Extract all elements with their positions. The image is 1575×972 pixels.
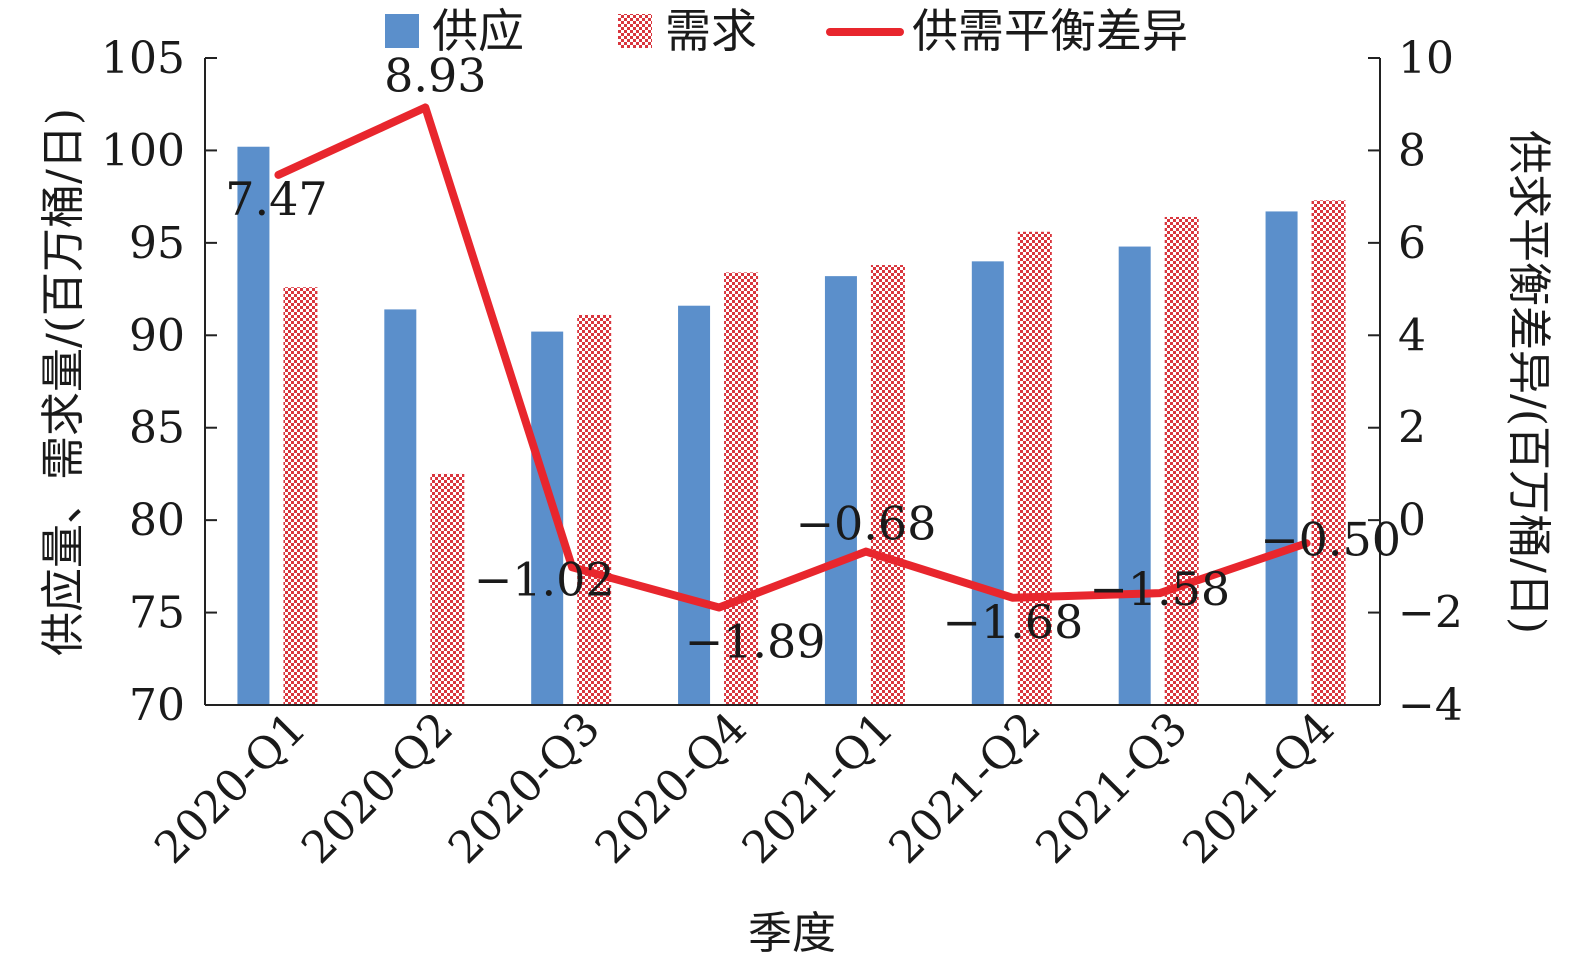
data-label-balance-2021-Q1: −0.68 [795,497,936,551]
data-label-balance-2021-Q3: −1.58 [1089,562,1230,616]
data-label-balance-2020-Q1: 7.47 [225,172,327,226]
bar-demand-2020-Q1 [283,287,318,705]
y-axis-left-title: 供应量、需求量/(百万桶/日) [38,108,89,656]
x-tick-label-2021-Q1: 2021-Q1 [733,703,904,874]
bar-supply-2021-Q3 [1118,246,1151,705]
bar-supply-2021-Q4 [1265,211,1298,705]
bar-demand-2020-Q4 [724,272,759,705]
y-tick-label-left-105: 105 [101,33,185,84]
y-tick-label-left-95: 95 [129,218,185,269]
bar-supply-2020-Q1 [237,146,270,705]
y-tick-label-left-85: 85 [129,403,185,454]
y-tick-label-left-70: 70 [129,680,185,731]
y-tick-label-right-10: 10 [1398,33,1454,84]
data-label-balance-2020-Q4: −1.89 [685,614,826,668]
x-tick-label-2020-Q2: 2020-Q2 [292,703,463,874]
y-tick-label-right-4: 4 [1398,310,1426,361]
balance-line [274,103,1311,612]
y-tick-label-right-8: 8 [1398,125,1426,176]
bars-layer [237,146,1346,705]
x-tick-label-2021-Q4: 2021-Q4 [1173,703,1344,874]
bar-demand-2020-Q2 [430,473,465,705]
bar-demand-2021-Q3 [1164,216,1199,705]
bar-demand-2021-Q2 [1017,231,1052,705]
x-tick-label-2021-Q3: 2021-Q3 [1026,703,1197,874]
balance-line-layer [274,103,1311,612]
data-label-balance-2021-Q2: −1.68 [942,595,1083,649]
y-tick-label-right--2: −2 [1398,588,1463,639]
y-tick-label-right-2: 2 [1398,403,1426,454]
legend-swatch-demand [618,14,652,48]
legend-label-balance: 供需平衡差异 [912,4,1188,58]
y-tick-label-left-90: 90 [129,310,185,361]
data-label-balance-2020-Q2: 8.93 [384,48,486,102]
y-tick-label-right-6: 6 [1398,218,1426,269]
bar-demand-2021-Q1 [870,265,905,705]
x-tick-label-2021-Q2: 2021-Q2 [880,703,1051,874]
y-tick-label-left-100: 100 [101,125,185,176]
legend-swatch-supply [385,14,419,48]
y-axis-right-title: 供求平衡差异/(百万桶/日) [1503,130,1554,634]
bar-demand-2020-Q3 [577,314,612,705]
y-tick-label-left-75: 75 [129,588,185,639]
y-tick-label-left-80: 80 [129,495,185,546]
legend-label-supply: 供应 [432,4,524,58]
data-labels-layer: 7.47 8.93 −1.02 −1.89 −0.68−1.68−1.58 −0.50 [225,48,1401,668]
legend-label-demand: 需求 [665,4,757,58]
legend: 供应 需求 供需平衡差异 [385,4,1188,58]
data-label-balance-2020-Q3: −1.02 [474,552,615,606]
bar-supply-2020-Q4 [678,305,711,705]
data-label-balance-2021-Q4: −0.50 [1260,512,1401,566]
bar-supply-2021-Q2 [971,261,1004,705]
y-tick-label-right--4: −4 [1398,680,1463,731]
bar-supply-2020-Q2 [384,309,417,705]
bar-demand-2021-Q4 [1311,200,1346,705]
bar-supply-2021-Q1 [824,276,857,705]
x-tick-label-2020-Q4: 2020-Q4 [586,703,757,874]
y-tick-label-right-0: 0 [1398,495,1426,546]
x-axis-title: 季度 [748,908,836,959]
x-tick-label-2020-Q3: 2020-Q3 [439,703,610,874]
